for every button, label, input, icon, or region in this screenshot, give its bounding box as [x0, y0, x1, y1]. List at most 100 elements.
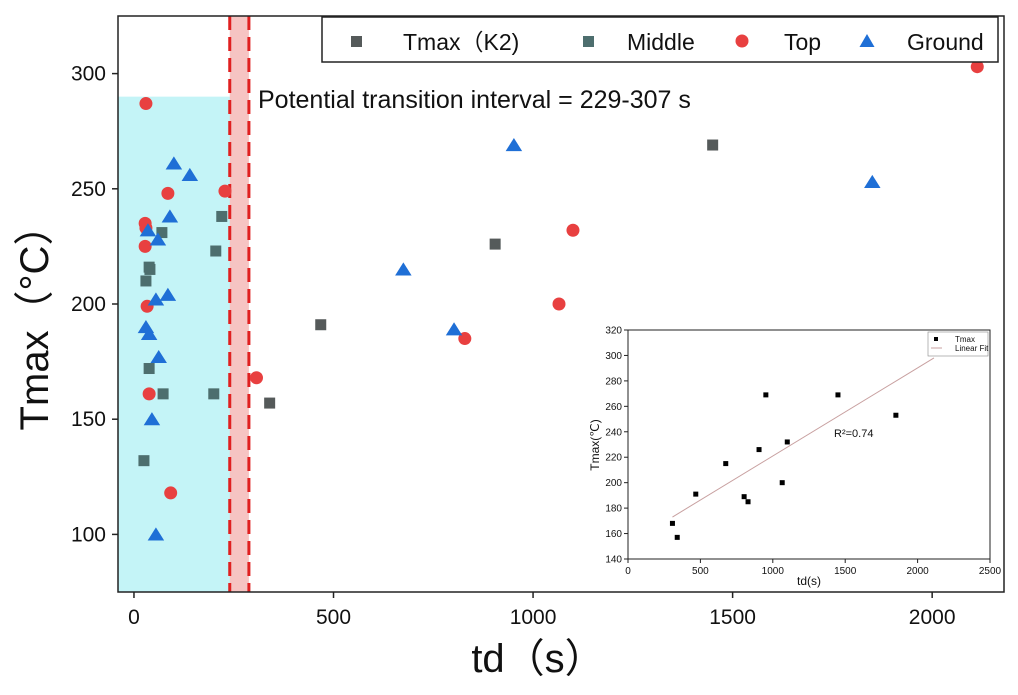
y-tick-label: 300: [71, 63, 106, 86]
main-point-s3-0: [139, 223, 157, 237]
main-point-s3-10: [143, 412, 161, 426]
main-point-s2-11: [552, 297, 566, 311]
inset-point-2: [693, 491, 699, 497]
y-tick-label: 100: [71, 523, 106, 546]
inset-x-tick-label: 500: [692, 566, 709, 577]
main-point-s0-2: [489, 238, 501, 250]
main-points: [137, 60, 984, 541]
inset-legend-label-tmax: Tmax: [955, 335, 975, 344]
inset-y-tick-label: 300: [605, 351, 622, 362]
inset-x-tick-label: 0: [625, 566, 631, 577]
x-axis-title: td（s）: [471, 637, 604, 681]
main-point-s1-5: [157, 388, 169, 400]
inset-y-tick-label: 200: [605, 478, 622, 489]
main-point-s3-11: [147, 527, 165, 541]
inset-background: [586, 318, 998, 590]
inset-x-tick-label: 1500: [834, 566, 857, 577]
main-point-s3-15: [864, 174, 881, 188]
inset-point-0: [669, 520, 675, 526]
x-tick-label: 2000: [909, 606, 956, 629]
inset-y-tick-label: 180: [605, 504, 622, 515]
inset-points: [669, 392, 899, 540]
main-point-s2-5: [142, 387, 156, 401]
main-point-s3-2: [165, 156, 183, 170]
inset-x-tick-label: 2500: [979, 566, 1002, 577]
legend-marker-tmax-k2: [351, 36, 362, 47]
inset-legend-frame: [927, 331, 989, 357]
inset-point-7: [763, 392, 769, 398]
legend-marker-top: [735, 34, 749, 48]
main-point-s3-13: [445, 322, 463, 336]
main-point-s1-0: [138, 455, 150, 467]
inset-y-axis-title: Tmax(℃): [588, 419, 602, 470]
inset-x-tick-label: 2000: [906, 566, 929, 577]
main-point-s3-3: [181, 167, 199, 182]
main-annotation: Potential transition interval = 229-307 …: [258, 86, 691, 114]
main-point-s0-3: [707, 139, 719, 151]
inset-legend: Tmax Linear Fit: [927, 331, 989, 357]
inset-y-tick-label: 280: [605, 376, 622, 387]
main-point-s3-8: [140, 326, 158, 341]
main-point-s3-14: [505, 137, 523, 152]
legend-marker-middle: [583, 36, 594, 47]
legend-label-ground: Ground: [907, 29, 984, 55]
inset-legend-marker-tmax: [934, 337, 938, 341]
legend-label-top: Top: [784, 29, 821, 55]
main-point-s1-8: [210, 245, 222, 257]
legend-label-tmax-k2: Tmax（K2): [403, 29, 519, 55]
inset-plot-frame: [627, 329, 991, 560]
y-tick-label: 250: [71, 178, 106, 201]
main-point-s2-0: [139, 97, 153, 111]
inset-point-1: [674, 534, 680, 540]
main-point-s1-1: [140, 275, 152, 287]
main-point-s0-1: [315, 319, 327, 331]
main-point-s3-6: [147, 292, 165, 306]
inset-x-tick-label: 1000: [762, 566, 785, 577]
main-point-s1-7: [208, 388, 220, 400]
x-tick-label: 1000: [510, 606, 557, 629]
inset-point-5: [745, 499, 751, 505]
x-tick-label: 0: [128, 606, 140, 629]
x-tick-label: 1500: [709, 606, 756, 629]
inset-point-3: [723, 461, 729, 467]
main-point-s3-5: [159, 287, 177, 301]
main-point-s1-3: [144, 263, 156, 275]
inset-y-tick-label: 320: [605, 326, 622, 337]
main-point-s1-9: [216, 210, 228, 222]
main-legend: Tmax（K2) Middle Top Ground: [321, 16, 999, 63]
inset-annotation: R²=0.74: [834, 428, 873, 440]
y-tick-label: 150: [71, 408, 106, 431]
inset-point-6: [756, 447, 762, 453]
main-point-s2-9: [249, 371, 263, 385]
main-point-s2-13: [970, 60, 984, 74]
inset-x-axis-title: td(s): [797, 574, 821, 588]
inset-ticks: 0 500 1000 1500 2000 2500 140 160 180 200 220 240 26…: [605, 326, 1001, 578]
main-point-s3-1: [149, 232, 167, 246]
inset-point-8: [779, 480, 785, 486]
inset-legend-label-fit: Linear Fit: [955, 344, 989, 353]
inset-y-tick-label: 260: [605, 402, 622, 413]
main-point-s3-4: [161, 209, 179, 223]
inset-point-9: [784, 439, 790, 445]
inset-y-tick-label: 240: [605, 427, 622, 438]
main-point-s1-6: [156, 227, 168, 239]
y-tick-label: 200: [71, 293, 106, 316]
main-point-s2-3: [138, 239, 152, 253]
inset-linear-fit-line: [672, 357, 935, 518]
inset-point-4: [741, 494, 747, 500]
main-point-s0-0: [264, 397, 276, 409]
main-point-s2-8: [218, 184, 232, 198]
legend-label-middle: Middle: [627, 29, 695, 55]
main-point-s1-4: [143, 363, 155, 375]
y-axis-title: Tmax（°C）: [13, 206, 57, 431]
shaded-region: [118, 96, 232, 592]
legend-frame: [321, 16, 999, 63]
inset-point-11: [893, 412, 899, 418]
main-point-s2-12: [566, 223, 580, 237]
inset-chart: 0 500 1000 1500 2000 2500 140 160 180 200 220 240 26…: [586, 318, 1002, 590]
inset-point-10: [835, 392, 841, 398]
main-point-s2-6: [161, 186, 175, 200]
main-point-s3-9: [150, 349, 167, 364]
